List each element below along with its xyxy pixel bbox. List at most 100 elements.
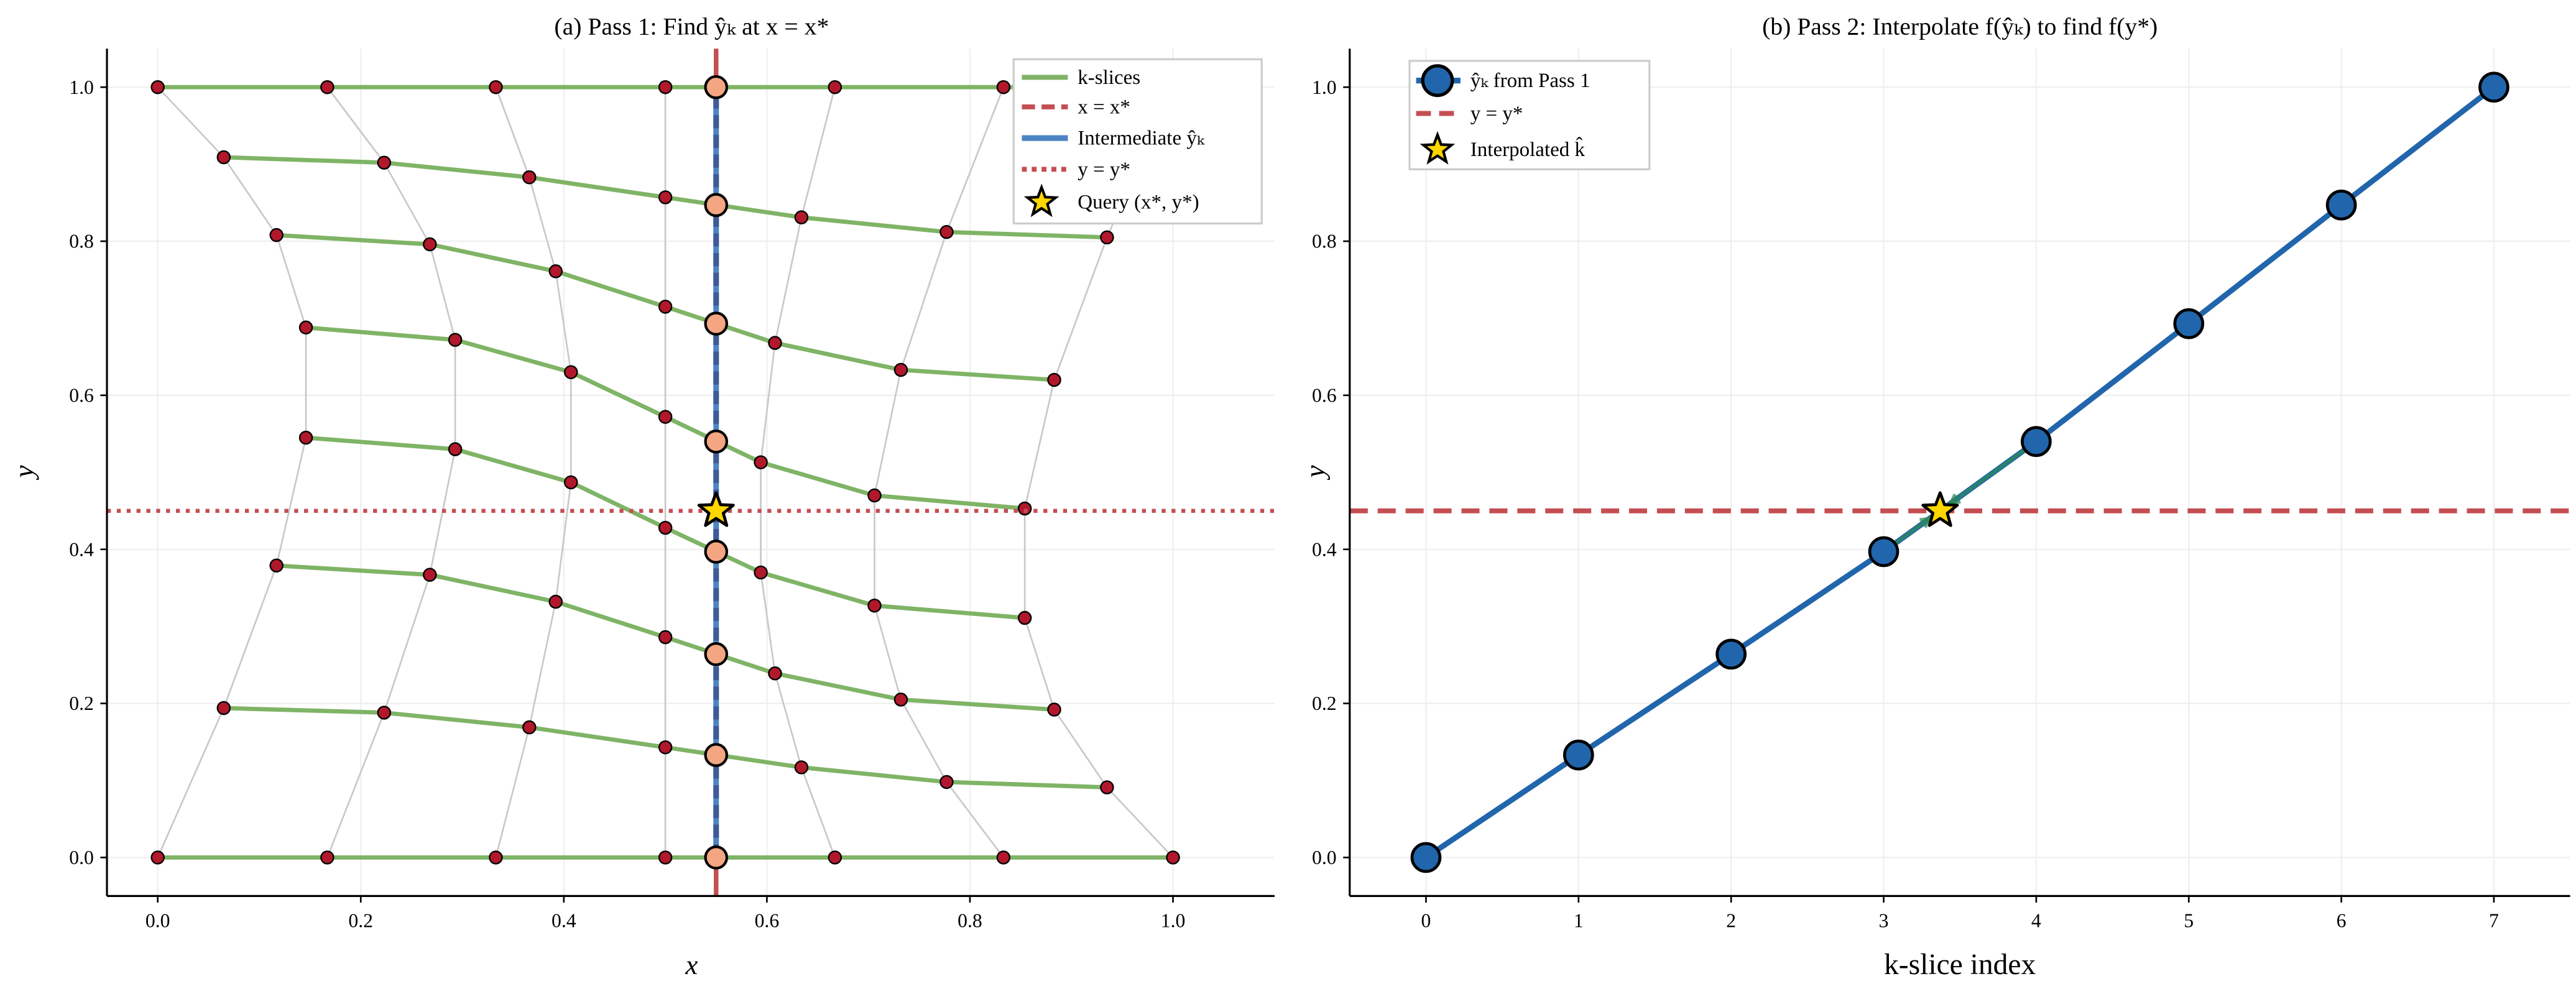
y-hat-point [704,743,729,767]
column-connector-line [326,86,456,858]
column-connector-line [874,86,1005,858]
panel-a-ylabel: y [8,465,39,480]
y-hat-point [704,540,729,564]
legend-yline-label: y = y* [1078,159,1130,181]
panel-b-title: (b) Pass 2: Interpolate f(ŷₖ) to find f(… [1762,13,2158,40]
grid-point [564,365,578,379]
panel-a-x-tick-label: 0.0 [145,910,170,932]
panel-a-y-tick-label: 1.0 [69,76,94,98]
legend-yline-label: y = y* [1470,103,1523,125]
panel-a-y-tick-label: 0.4 [69,538,94,560]
panel-b-y-tick-label: 0.6 [1312,384,1337,406]
y-hat-point [2021,426,2052,458]
column-connector-line [495,86,572,858]
grid-point [448,333,463,347]
panel-a-x-tick-label: 0.4 [552,910,576,932]
y-hat-point [704,75,729,99]
grid-point [150,80,165,94]
panel-b-x-tick-label: 7 [2489,910,2499,932]
grid-point [867,488,882,503]
grid-point [548,264,563,278]
grid-point [658,630,673,645]
grid-point [939,224,954,239]
grid-point [298,320,313,335]
y-hat-point [1868,536,1900,568]
y-hat-point [704,193,729,218]
panel-b-y-tick-label: 0.2 [1312,692,1337,714]
grid-point [939,775,954,789]
grid-point [320,850,335,865]
panel-a-x-tick-label: 0.6 [755,910,780,932]
grid-point [658,740,673,755]
grid-point [448,442,463,456]
grid-point [548,594,563,609]
grid-point [216,150,231,165]
grid-point [1100,230,1114,245]
panel-b-xlabel: k-slice index [1884,949,2036,981]
grid-point [996,80,1011,94]
grid-point [269,228,284,242]
grid-point [489,850,503,865]
grid-point [1100,780,1114,794]
panel-a-title: (a) Pass 1: Find ŷₖ at x = x* [554,13,829,40]
y-hat-point [704,642,729,666]
grid-point [794,760,809,775]
y-hat-point [704,429,729,454]
panel-a: 0.0 0.2 0.4 0.6 0.8 1.0 0.0 0.2 0.4 0.6 0.8 1.0 [69,48,1275,932]
interpolation-arrow [1939,439,2038,513]
y-hat-point [1410,842,1442,873]
panel-b-x-tick-label: 3 [1879,910,1889,932]
grid-point [320,80,335,94]
grid-point [522,720,537,735]
column-connector-line [1023,86,1174,858]
legend-star-icon [1023,183,1059,218]
panel-b-x-tick-label: 4 [2031,910,2041,932]
legend-yhat-label: ŷₖ from Pass 1 [1470,70,1590,92]
legend-kslices-label: k-slices [1078,67,1140,89]
grid-point [996,850,1011,865]
grid-point [893,362,908,377]
panel-b: 0 1 2 3 4 5 6 7 0.0 0.2 0.4 0.6 0.8 1.0 [1312,48,2570,932]
legend-khat-label: Interpolated k̂ [1470,136,1586,161]
grid-point [1047,372,1061,387]
grid-point [828,850,843,865]
arrowhead-icon [1947,493,1961,505]
grid-point [216,701,231,715]
panel-a-xlabel: x [685,949,698,980]
column-connector-line [760,86,836,858]
panel-a-y-tick-label: 0.8 [69,231,94,252]
grid-point [1047,702,1061,717]
grid-point [768,666,782,681]
grid-point [867,598,882,613]
query-star-icon [697,491,735,527]
panel-b-x-tick-label: 0 [1421,910,1431,932]
panel-b-x-tick-label: 2 [1726,910,1736,932]
panel-a-x-tick-label: 1.0 [1161,910,1186,932]
legend-intermediate-label: Intermediate ŷₖ [1078,127,1205,150]
panel-a-y-tick-label: 0.6 [69,384,94,406]
grid-point [423,237,437,252]
legend-query-label: Query (x*, y*) [1078,191,1199,214]
panel-a-y-tick-label: 0.2 [69,692,94,714]
panel-b-y-tick-label: 1.0 [1312,76,1337,98]
grid-point [298,430,313,445]
y-hat-point [1563,739,1594,771]
grid-point [564,475,578,490]
grid-point [269,558,284,573]
y-hat-point [1715,638,1747,670]
panel-a-legend: k-slices x = x* Intermediate ŷₖ y = y* Q… [1012,58,1263,225]
panel-a-y-tick-label: 0.0 [69,847,94,868]
column-connector-line [157,86,307,858]
panel-b-x-tick-label: 5 [2184,910,2194,932]
grid-point [150,850,165,865]
legend-star-icon [1420,131,1456,165]
grid-point [754,455,768,469]
grid-point [794,210,809,224]
grid-point [423,568,437,582]
grid-point [828,80,843,94]
y-hat-point [2478,71,2509,103]
grid-point [1017,501,1032,516]
panel-a-x-tick-label: 0.2 [348,910,373,932]
